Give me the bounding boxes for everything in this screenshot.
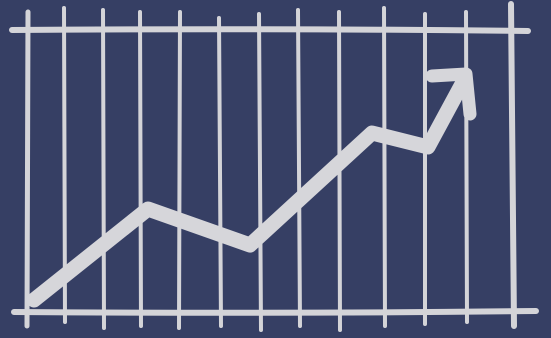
grid-bar [101, 8, 106, 330]
grid-bar [382, 6, 387, 328]
grid-bar [508, 1, 517, 329]
grid-bar [464, 10, 469, 324]
grid-bottom-rail [11, 308, 539, 316]
trend-arrow-line [26, 76, 470, 308]
grid-bar [296, 8, 302, 328]
grid-bar [257, 12, 263, 332]
trend-arrow-head [425, 67, 477, 121]
trend-arrow [26, 67, 477, 308]
grid-bar [177, 10, 182, 330]
grid-bar [138, 10, 143, 328]
grid-top-rail [9, 26, 531, 34]
grid-bar [217, 16, 223, 328]
grid-bar [24, 9, 31, 329]
